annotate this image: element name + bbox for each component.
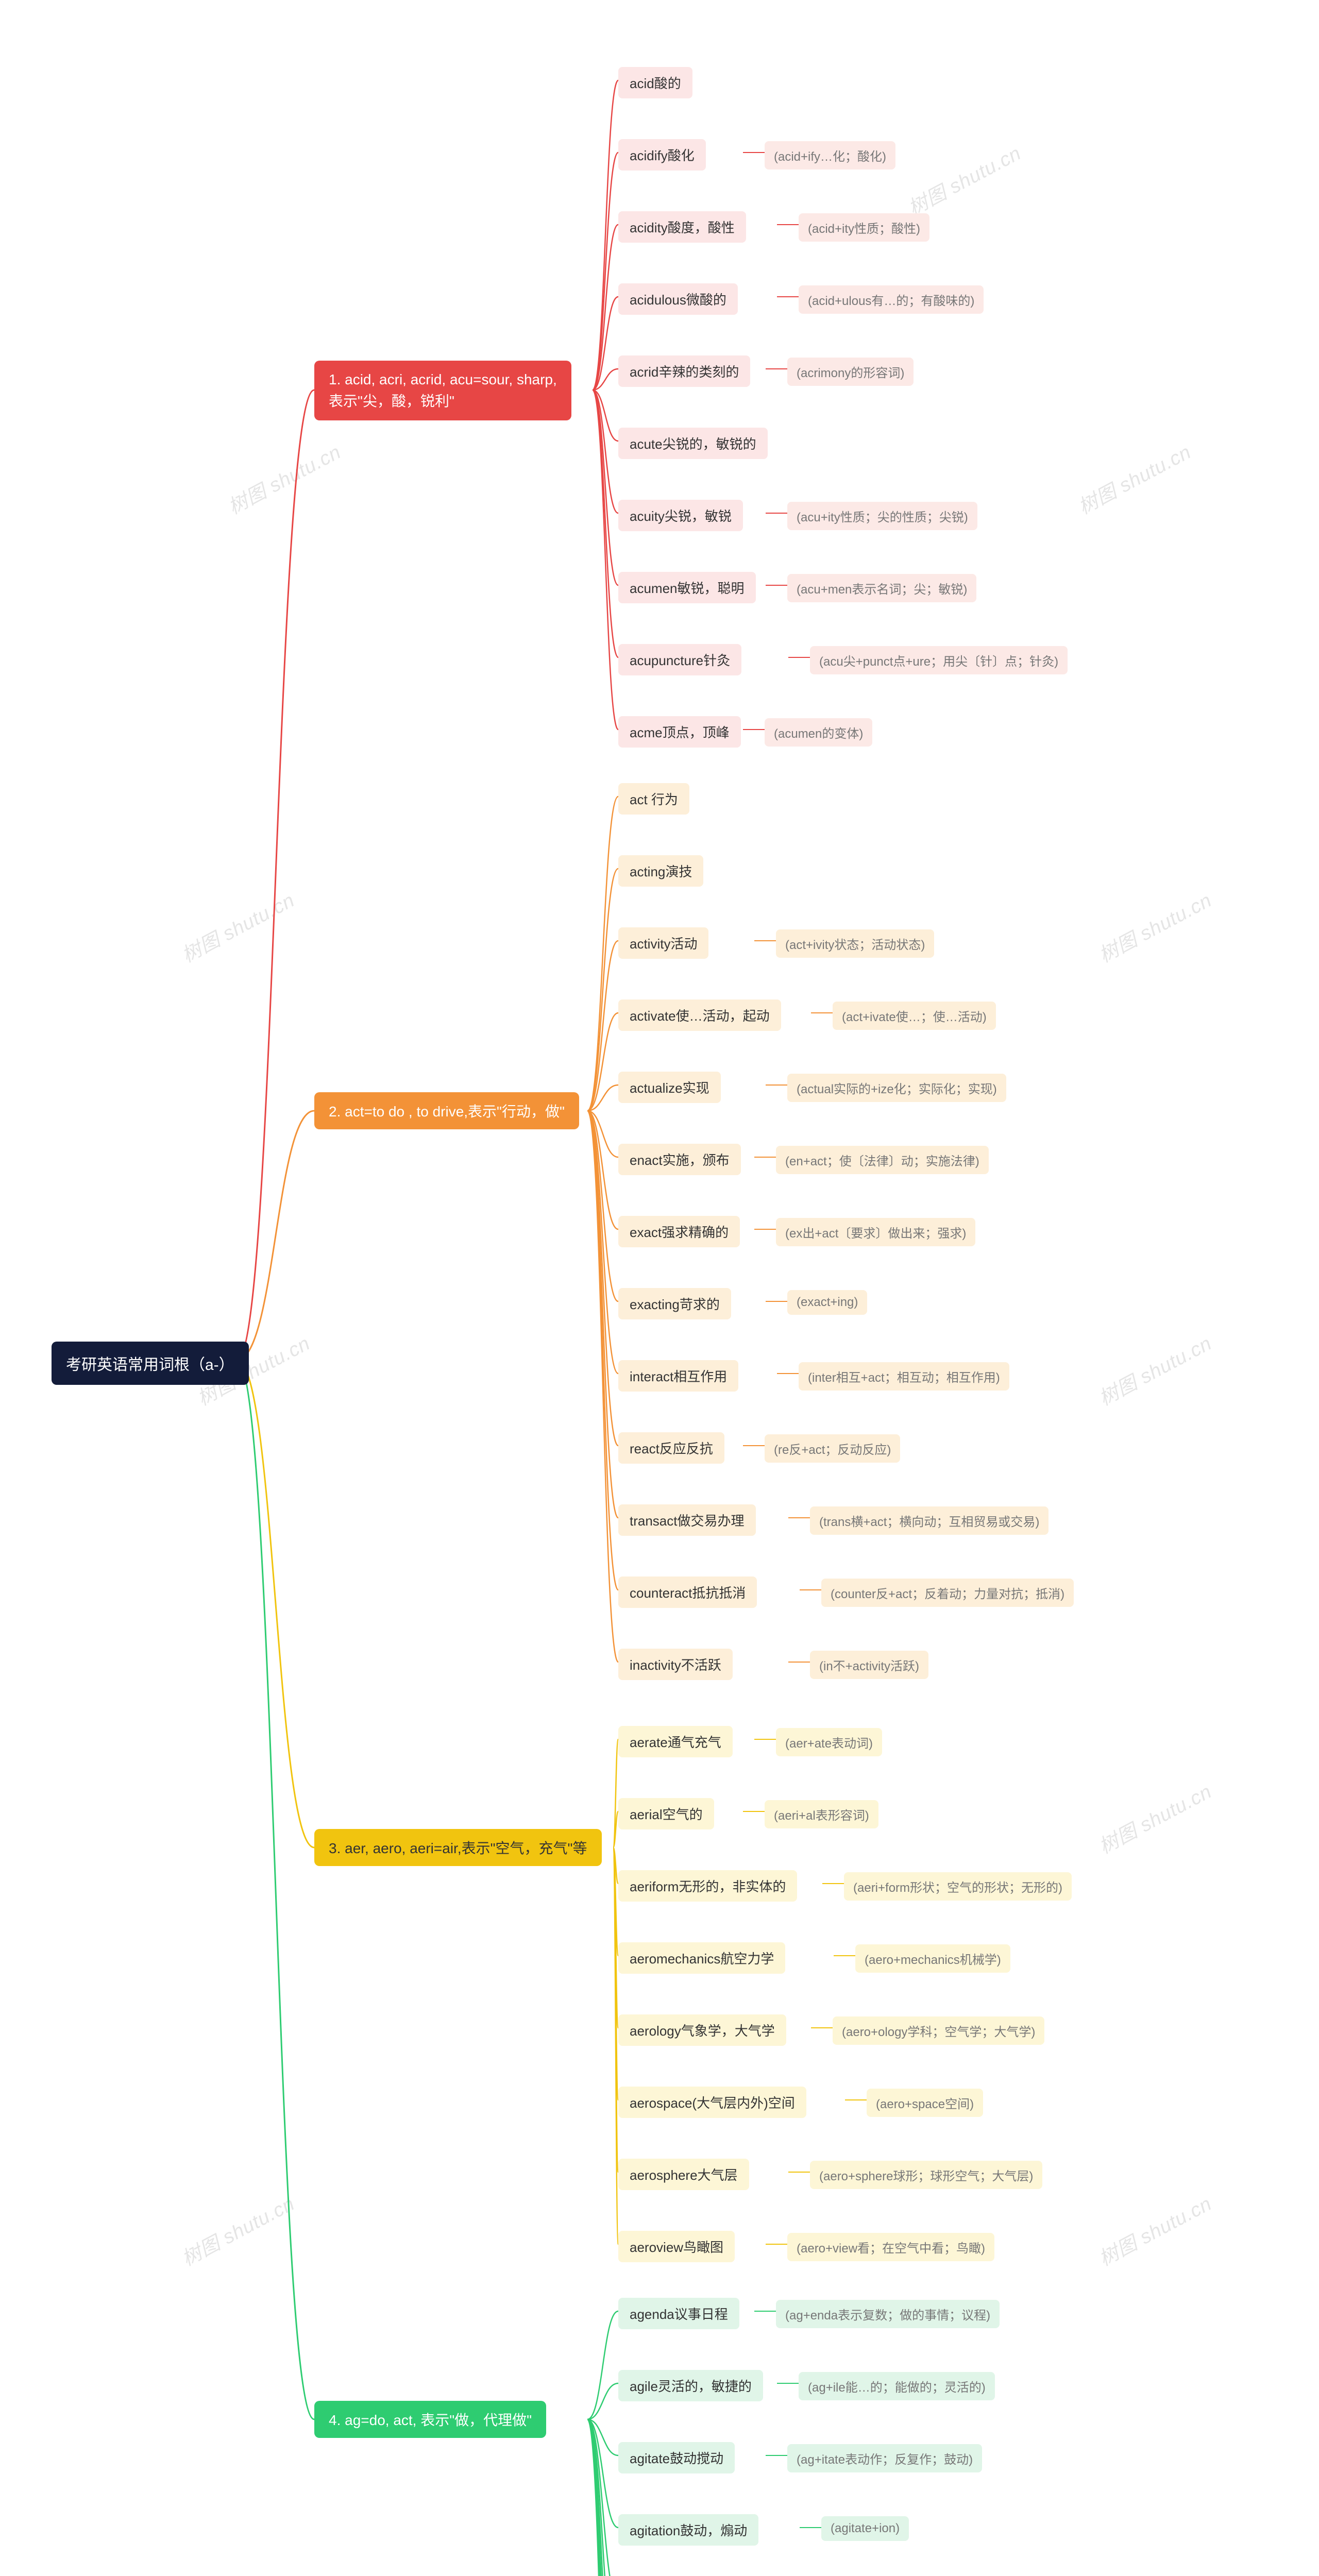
leaf-detail: (actual实际的+ize化；实际化；实现) [787, 1074, 1006, 1102]
leaf-detail: (acid+ify…化；酸化) [765, 141, 895, 170]
root-node: 考研英语常用词根（a-） [52, 1342, 249, 1385]
leaf-detail: (acu尖+punct点+ure；用尖〔针〕点；针灸) [810, 646, 1068, 674]
watermark: 树图 shutu.cn [176, 2188, 299, 2272]
leaf-detail: (in不+activity活跃) [810, 1651, 928, 1679]
leaf-detail: (aer+ate表动词) [776, 1728, 882, 1756]
leaf-detail: (aero+mechanics机械学) [855, 1944, 1010, 1973]
leaf-word: aeromechanics航空力学 [618, 1942, 785, 1974]
leaf-detail: (act+ivate使…；使…活动) [833, 1002, 996, 1030]
leaf-word: acidity酸度，酸性 [618, 211, 746, 243]
leaf-word: acumen敏锐，聪明 [618, 572, 756, 603]
branch-node-3: 3. aer, aero, aeri=air,表示"空气，充气"等 [314, 1829, 602, 1866]
leaf-detail: (ag+ile能…的；能做的；灵活的) [799, 2372, 995, 2400]
leaf-detail: (counter反+act；反着动；力量对抗；抵消) [821, 1579, 1074, 1607]
leaf-detail: (acu+ity性质；尖的性质；尖锐) [787, 502, 977, 530]
leaf-detail: (aeri+al表形容词) [765, 1800, 878, 1828]
branch-node-4: 4. ag=do, act, 表示"做，代理做" [314, 2401, 546, 2438]
leaf-word: acute尖锐的，敏锐的 [618, 428, 768, 459]
leaf-word: aerate通气充气 [618, 1726, 733, 1757]
leaf-detail: (aeri+form形状；空气的形状；无形的) [844, 1872, 1072, 1901]
leaf-word: acidulous微酸的 [618, 283, 738, 315]
leaf-word: aerology气象学，大气学 [618, 2014, 786, 2046]
leaf-word: activate使…活动，起动 [618, 999, 781, 1031]
watermark: 树图 shutu.cn [1093, 2188, 1216, 2272]
leaf-detail: (ag+itate表动作；反复作；鼓动) [787, 2444, 982, 2472]
branch-node-1: 1. acid, acri, acrid, acu=sour, sharp, 表… [314, 361, 571, 420]
leaf-word: acme顶点，顶峰 [618, 716, 741, 748]
leaf-word: exacting苛求的 [618, 1288, 731, 1319]
leaf-word: act 行为 [618, 783, 689, 815]
leaf-word: aerosphere大气层 [618, 2159, 749, 2190]
leaf-word: acuity尖锐，敏锐 [618, 500, 743, 531]
leaf-word: actualize实现 [618, 1072, 721, 1103]
leaf-word: interact相互作用 [618, 1360, 738, 1392]
leaf-word: activity活动 [618, 927, 708, 959]
leaf-detail: (ex出+act〔要求〕做出来；强求) [776, 1218, 975, 1246]
leaf-detail: (acumen的变体) [765, 718, 872, 747]
leaf-word: exact强求精确的 [618, 1216, 740, 1247]
leaf-detail: (acu+men表示名词；尖；敏锐) [787, 574, 976, 602]
watermark: 树图 shutu.cn [1093, 1776, 1216, 1859]
leaf-word: acupuncture针灸 [618, 644, 741, 675]
leaf-word: transact做交易办理 [618, 1504, 756, 1536]
leaf-word: acting演技 [618, 855, 703, 887]
watermark: 树图 shutu.cn [222, 436, 345, 520]
leaf-word: agile灵活的，敏捷的 [618, 2370, 763, 2401]
leaf-detail: (en+act；使〔法律〕动；实施法律) [776, 1146, 989, 1174]
leaf-word: inactivity不活跃 [618, 1649, 733, 1680]
leaf-word: aerial空气的 [618, 1798, 714, 1829]
leaf-word: aerospace(大气层内外)空间 [618, 2087, 806, 2118]
leaf-detail: (aero+view看；在空气中看；鸟瞰) [787, 2233, 994, 2261]
leaf-word: acid酸的 [618, 67, 692, 98]
leaf-detail: (aero+ology学科；空气学；大气学) [833, 2016, 1044, 2045]
watermark: 树图 shutu.cn [1072, 436, 1195, 520]
leaf-detail: (aero+sphere球形；球形空气；大气层) [810, 2161, 1042, 2189]
leaf-word: agitation鼓动，煽动 [618, 2514, 758, 2546]
leaf-word: counteract抵抗抵消 [618, 1577, 757, 1608]
leaf-detail: (agitate+ion) [821, 2516, 909, 2541]
watermark: 树图 shutu.cn [1093, 1328, 1216, 1411]
leaf-word: aeroview鸟瞰图 [618, 2231, 735, 2262]
leaf-word: enact实施，颁布 [618, 1144, 741, 1175]
leaf-word: acrid辛辣的类刻的 [618, 355, 750, 387]
leaf-detail: (re反+act；反动反应) [765, 1434, 900, 1463]
leaf-word: react反应反抗 [618, 1432, 724, 1464]
watermark: 树图 shutu.cn [902, 138, 1025, 221]
watermark: 树图 shutu.cn [1093, 885, 1216, 968]
leaf-word: agenda议事日程 [618, 2298, 739, 2329]
branch-node-2: 2. act=to do , to drive,表示"行动，做" [314, 1092, 579, 1129]
leaf-detail: (trans横+act；横向动；互相贸易或交易) [810, 1506, 1049, 1535]
leaf-word: acidify酸化 [618, 139, 706, 171]
leaf-detail: (aero+space空间) [867, 2089, 983, 2117]
leaf-detail: (acrimony的形容词) [787, 358, 914, 386]
leaf-detail: (acid+ity性质；酸性) [799, 213, 929, 242]
leaf-detail: (inter相互+act；相互动；相互作用) [799, 1362, 1009, 1391]
leaf-detail: (exact+ing) [787, 1290, 867, 1315]
leaf-word: aeriform无形的，非实体的 [618, 1870, 797, 1902]
leaf-detail: (act+ivity状态；活动状态) [776, 929, 934, 958]
mindmap-container: 树图 shutu.cn 树图 shutu.cn 树图 shutu.cn 树图 shut… [0, 0, 1319, 2576]
watermark: 树图 shutu.cn [176, 885, 299, 968]
leaf-detail: (ag+enda表示复数；做的事情；议程) [776, 2300, 1000, 2328]
leaf-detail: (acid+ulous有…的；有酸味的) [799, 285, 984, 314]
leaf-word: agitate鼓动搅动 [618, 2442, 735, 2473]
